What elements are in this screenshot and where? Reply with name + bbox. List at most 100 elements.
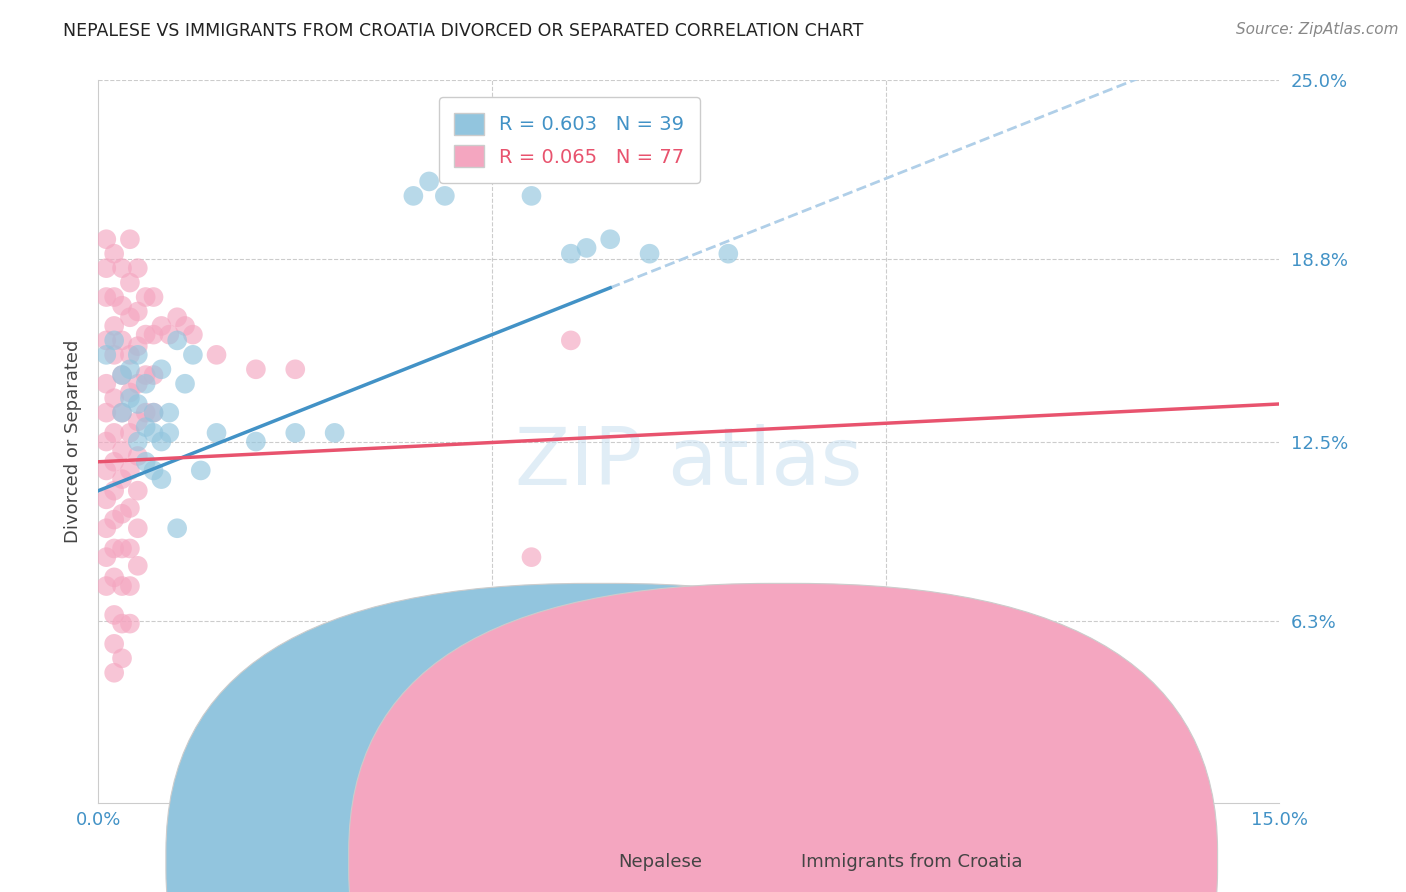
Point: [103, 246, 125, 260]
Point: [111, 472, 134, 486]
Point: [481, 160, 503, 174]
Point: [135, 376, 157, 391]
Point: [433, 189, 456, 203]
Point: [560, 334, 582, 348]
Point: [402, 189, 425, 203]
Point: [111, 541, 134, 556]
Text: Source: ZipAtlas.com: Source: ZipAtlas.com: [1236, 22, 1399, 37]
Point: [96, 348, 118, 362]
Point: [142, 368, 165, 382]
Point: [127, 434, 149, 449]
Point: [111, 651, 134, 665]
Point: [166, 521, 188, 535]
Point: [323, 425, 346, 440]
Point: [127, 348, 149, 362]
Text: ZIP atlas: ZIP atlas: [515, 425, 863, 502]
Point: [135, 420, 157, 434]
Point: [205, 348, 228, 362]
Point: [103, 318, 125, 333]
Point: [96, 463, 118, 477]
Point: [127, 397, 149, 411]
Point: [96, 434, 118, 449]
Point: [118, 362, 141, 376]
Point: [111, 368, 134, 382]
Point: [111, 299, 134, 313]
Point: [142, 406, 165, 420]
Point: [103, 637, 125, 651]
Point: [174, 376, 197, 391]
Point: [103, 455, 125, 469]
Point: [599, 232, 621, 246]
Point: [174, 318, 197, 333]
Point: [127, 558, 149, 573]
Point: [205, 425, 228, 440]
Point: [103, 607, 125, 622]
Point: [103, 570, 125, 584]
Point: [118, 425, 141, 440]
Point: [111, 616, 134, 631]
Point: [111, 507, 134, 521]
Point: [135, 290, 157, 304]
Point: [575, 241, 598, 255]
Point: [111, 443, 134, 458]
Point: [520, 550, 543, 565]
Point: [142, 463, 165, 477]
Point: [96, 290, 118, 304]
Point: [103, 541, 125, 556]
Y-axis label: Divorced or Separated: Divorced or Separated: [63, 340, 82, 543]
Point: [96, 376, 118, 391]
Point: [142, 327, 165, 342]
Point: [96, 334, 118, 348]
Point: [96, 261, 118, 276]
Point: [150, 362, 173, 376]
Point: [118, 463, 141, 477]
Point: [118, 391, 141, 405]
Point: [111, 334, 134, 348]
Point: [142, 290, 165, 304]
Point: [118, 541, 141, 556]
Point: [118, 385, 141, 400]
Point: [118, 501, 141, 516]
Point: [103, 334, 125, 348]
Point: [181, 327, 204, 342]
Point: [118, 232, 141, 246]
Point: [118, 579, 141, 593]
Point: [127, 304, 149, 318]
Point: [142, 425, 165, 440]
Point: [103, 665, 125, 680]
Text: NEPALESE VS IMMIGRANTS FROM CROATIA DIVORCED OR SEPARATED CORRELATION CHART: NEPALESE VS IMMIGRANTS FROM CROATIA DIVO…: [63, 22, 863, 40]
Legend: R = 0.603   N = 39, R = 0.065   N = 77: R = 0.603 N = 39, R = 0.065 N = 77: [439, 97, 700, 183]
Point: [190, 463, 212, 477]
Point: [127, 376, 149, 391]
Point: [111, 368, 134, 382]
Point: [127, 261, 149, 276]
Point: [103, 483, 125, 498]
Point: [245, 434, 267, 449]
Point: [118, 276, 141, 290]
Point: [118, 348, 141, 362]
Point: [135, 368, 157, 382]
Point: [150, 472, 173, 486]
Point: [127, 339, 149, 353]
Point: [520, 189, 543, 203]
Point: [96, 550, 118, 565]
Point: [166, 310, 188, 325]
Text: Nepalese: Nepalese: [619, 853, 703, 871]
Point: [111, 406, 134, 420]
Point: [111, 579, 134, 593]
Point: [181, 348, 204, 362]
Point: [96, 492, 118, 507]
Point: [166, 334, 188, 348]
Point: [103, 348, 125, 362]
Point: [284, 362, 307, 376]
Point: [560, 246, 582, 260]
Point: [96, 579, 118, 593]
Point: [717, 246, 740, 260]
Point: [103, 391, 125, 405]
Point: [118, 310, 141, 325]
Point: [118, 616, 141, 631]
Point: [96, 521, 118, 535]
Point: [127, 483, 149, 498]
Point: [103, 425, 125, 440]
Point: [111, 261, 134, 276]
